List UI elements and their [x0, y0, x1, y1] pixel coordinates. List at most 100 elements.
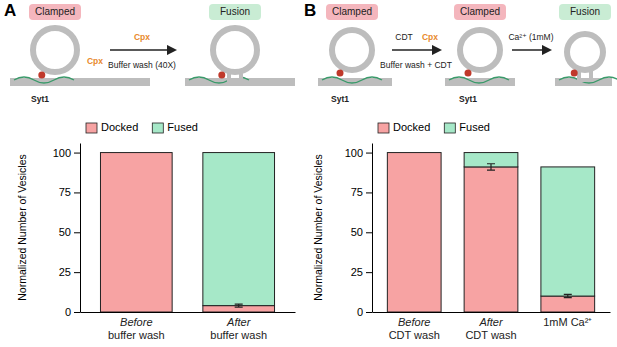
x-tick-label: Beforebuffer wash: [108, 316, 165, 341]
bars: [100, 153, 274, 312]
y-tick-label: 100: [53, 147, 71, 159]
y-axis-line: [80, 144, 81, 313]
y-tick-mark: [366, 153, 372, 154]
y-tick: 75: [351, 186, 372, 198]
panel: AClampedFusionSyt1CpxCpxBuffer wash (40X…: [4, 1, 296, 341]
y-tick-mark: [74, 312, 80, 313]
annotation: Fusion: [570, 6, 600, 17]
syt1-ring: [465, 70, 472, 77]
legend-swatch: [152, 123, 163, 133]
vesicle: [33, 28, 77, 72]
x-tick-label: Afterbuffer wash: [210, 316, 267, 341]
syt1-ring: [571, 70, 578, 77]
schematic: [318, 30, 617, 86]
x-tick-label-line: CDT wash: [389, 329, 440, 341]
y-tick-label: 75: [351, 186, 363, 198]
y-tick: 75: [59, 186, 80, 198]
snare: [14, 77, 74, 83]
annotation: Cpx: [134, 32, 150, 42]
snare: [449, 77, 509, 83]
x-tick: AfterCDT wash: [465, 312, 516, 341]
x-axis: Beforebuffer washAfterbuffer wash: [81, 312, 296, 341]
legend-swatch: [378, 123, 389, 133]
legend: DockedFused: [378, 121, 490, 133]
panel-label: B: [304, 1, 316, 20]
x-tick: 1mM Ca²⁺: [543, 312, 592, 328]
x-tick-label-line: After: [478, 316, 504, 328]
legend-swatch: [444, 123, 455, 133]
legend-swatch: [86, 123, 97, 133]
y-tick: 100: [53, 147, 80, 159]
y-tick-label: 25: [351, 266, 363, 278]
x-tick-label-line: 1mM Ca²⁺: [543, 316, 592, 328]
step-arrow: [392, 49, 440, 51]
x-axis: BeforeCDT washAfterCDT wash1mM Ca²⁺: [373, 312, 611, 341]
y-tick: 25: [351, 266, 372, 278]
y-tick-label: 100: [345, 147, 363, 159]
y-tick: 0: [357, 306, 372, 318]
x-tick: BeforeCDT wash: [389, 312, 440, 341]
x-tick-label: AfterCDT wash: [465, 316, 516, 341]
annotation: Buffer wash + CDT: [380, 60, 452, 70]
state-badge: [29, 4, 81, 20]
bar-segment: [203, 153, 275, 306]
snare: [322, 77, 382, 83]
legend-label: Fused: [459, 121, 490, 133]
vesicle: [332, 30, 372, 70]
vesicle: [213, 28, 257, 72]
y-tick: 100: [345, 147, 372, 159]
x-tick: Beforebuffer wash: [108, 312, 165, 341]
y-tick-mark: [74, 192, 80, 193]
error-bar: [564, 294, 572, 297]
y-axis: 0255075100: [53, 144, 81, 319]
x-tick-label-line: After: [226, 316, 252, 328]
y-axis-title: Normalized Number of Vesicles: [16, 154, 28, 300]
error-bar: [487, 164, 495, 170]
x-tick-label: 1mM Ca²⁺: [543, 316, 592, 328]
panel-label: A: [4, 1, 16, 20]
bar-segment: [464, 167, 518, 312]
annotation: Ca²⁺ (1mM): [508, 32, 553, 42]
syt1-ring: [218, 72, 225, 79]
state-badge: [209, 4, 261, 20]
annotation: Cpx: [422, 32, 438, 42]
schematic: [10, 28, 295, 86]
x-axis-line: [81, 312, 296, 313]
y-tick-label: 0: [357, 306, 363, 318]
annotation: Cpx: [87, 56, 103, 66]
y-tick: 0: [65, 306, 80, 318]
y-axis: 0 25 50 75 100: [345, 144, 373, 319]
legend-label: Fused: [167, 121, 198, 133]
x-tick: Afterbuffer wash: [210, 312, 267, 341]
bar-segment: [100, 153, 172, 312]
y-tick: 50: [351, 226, 372, 238]
x-tick-label-line: Before: [398, 316, 430, 328]
annotation: Clamped: [35, 6, 75, 17]
syt1-ring: [38, 72, 45, 79]
bar-segment: [100, 152, 172, 153]
figure: AClampedFusionSyt1CpxCpxBuffer wash (40X…: [0, 0, 617, 347]
vesicle: [460, 30, 500, 70]
y-tick: 50: [59, 226, 80, 238]
bar-segment: [541, 296, 595, 312]
annotation: Clamped: [332, 6, 372, 17]
membrane: [445, 78, 515, 86]
y-axis-title: Normalized Number of Vesicles: [312, 154, 324, 300]
membrane: [10, 78, 150, 86]
x-tick-label-line: CDT wash: [465, 329, 516, 341]
state-badge: [326, 4, 378, 20]
annotation: CDT: [395, 32, 412, 42]
x-tick-label-line: buffer wash: [108, 329, 165, 341]
error-bar: [235, 304, 243, 307]
step-arrow: [512, 49, 550, 51]
y-tick-mark: [366, 192, 372, 193]
bars: [387, 153, 594, 312]
annotation: Syt1: [459, 94, 477, 104]
legend-label: Docked: [101, 121, 138, 133]
syt1-ring: [337, 70, 344, 77]
x-tick-label: BeforeCDT wash: [389, 316, 440, 341]
annotation: Fusion: [220, 6, 250, 17]
vesicle: [567, 34, 603, 70]
x-axis-line: [373, 312, 611, 313]
y-tick-mark: [74, 153, 80, 154]
